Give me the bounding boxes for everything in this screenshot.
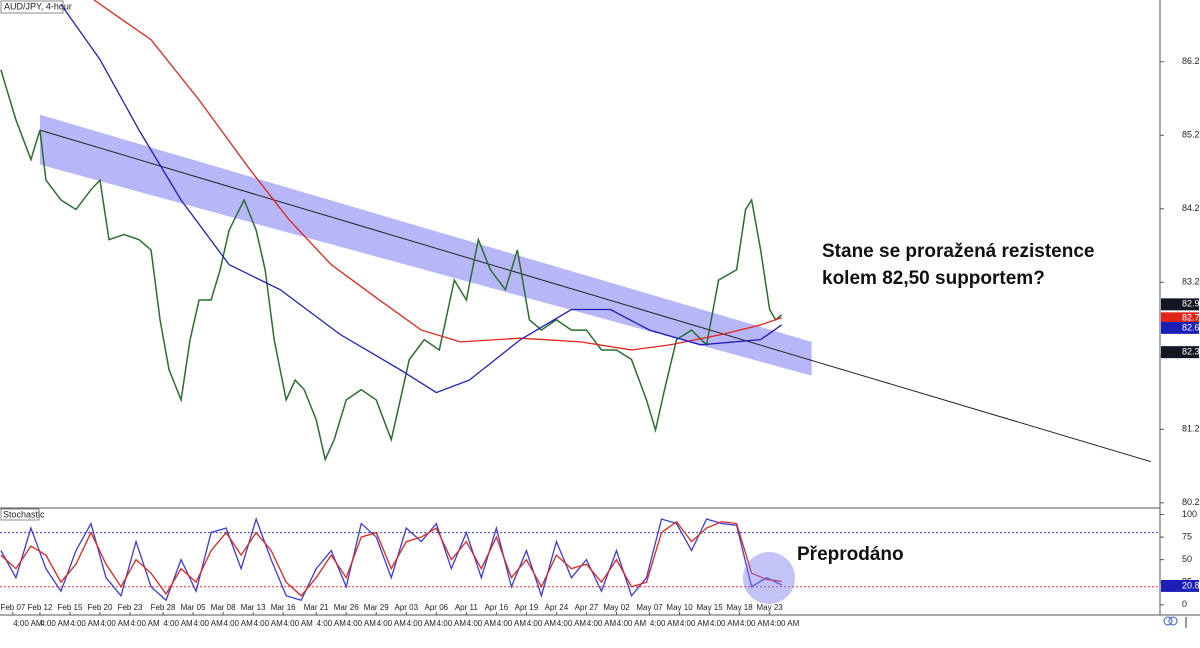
x-time-label: 4:00 AM (587, 619, 617, 628)
price-label: 82.64 (1182, 322, 1200, 332)
x-time-label: 4:00 AM (680, 619, 710, 628)
trendline (39, 129, 1152, 463)
x-time-label: 4:00 AM (253, 619, 283, 628)
x-tick-label: Mar 16 (271, 603, 296, 612)
x-tick-label: Mar 08 (211, 603, 236, 612)
x-tick-label: Feb 23 (118, 603, 143, 612)
settings-icon[interactable] (1163, 616, 1178, 626)
x-tick-label: Feb 15 (58, 603, 83, 612)
price-label: 82.31 (1182, 347, 1200, 357)
indicator-title: Stochastic (3, 509, 45, 519)
y-tick-label: 83.26 (1182, 277, 1200, 287)
y-tick-label: 100 (1182, 509, 1197, 519)
x-tick-label: May 02 (603, 603, 630, 612)
x-time-label: 4:00 AM (740, 619, 770, 628)
title-box (0, 508, 40, 521)
x-tick-label: Apr 24 (545, 603, 569, 612)
series-line (0, 69, 783, 462)
x-tick-label: Feb 28 (151, 603, 176, 612)
x-tick-label: Apr 19 (515, 603, 539, 612)
x-tick-label: Mar 26 (334, 603, 359, 612)
x-time-label: 4:00 AM (317, 619, 347, 628)
x-tick-label: May 15 (696, 603, 723, 612)
x-tick-label: Feb 20 (88, 603, 113, 612)
x-time-label: 4:00 AM (407, 619, 437, 628)
x-time-label: 4:00 AM (497, 619, 527, 628)
x-tick-label: Apr 16 (485, 603, 509, 612)
icon[interactable] (1168, 616, 1178, 626)
y-tick-label: 50 (1182, 554, 1192, 564)
x-tick-label: Apr 27 (575, 603, 599, 612)
y-tick-label: 0 (1182, 599, 1187, 609)
icon[interactable] (1163, 616, 1173, 626)
y-tick-label: 85.26 (1182, 130, 1200, 140)
y-tick-label: 84.26 (1182, 203, 1200, 213)
annotation: kolem 82,50 supportem? (822, 268, 1045, 289)
annotation: Přeprodáno (797, 544, 904, 565)
x-time-label: 4:00 AM (467, 619, 497, 628)
x-tick-label: Feb 12 (27, 603, 52, 612)
x-tick-label: Mar 13 (241, 603, 266, 612)
x-time-label: 4:00 AM (193, 619, 223, 628)
x-time-label: 4:00 AM (13, 619, 43, 628)
x-tick-label: May 23 (757, 603, 784, 612)
annotation: Stane se proražená rezistence (822, 241, 1094, 262)
x-time-label: 4:00 AM (377, 619, 407, 628)
series-line (0, 516, 782, 602)
price-label-box (1161, 312, 1199, 325)
price-label: 20.88 (1182, 580, 1200, 590)
x-time-label: 4:00 AM (437, 619, 467, 628)
price-label-box (1161, 298, 1199, 311)
x-tick-label: May 07 (636, 603, 663, 612)
x-time-label: 4:00 AM (347, 619, 377, 628)
series-line (60, 4, 783, 394)
x-tick-label: Mar 21 (304, 603, 329, 612)
y-tick-label: 86.26 (1182, 56, 1200, 66)
x-time-label: 4:00 AM (130, 619, 160, 628)
y-tick-label: 81.26 (1182, 424, 1200, 434)
highlight-circle (743, 552, 795, 604)
x-tick-label: Mar 05 (181, 603, 206, 612)
x-tick-label: Feb 07 (0, 603, 25, 612)
price-label: 82.77 (1182, 313, 1200, 323)
x-time-label: 4:00 AM (710, 619, 740, 628)
price-label-box (1161, 321, 1199, 334)
x-time-label: 4:00 AM (557, 619, 587, 628)
y-tick-label: 75 (1182, 531, 1192, 541)
x-time-label: 4:00 AM (650, 619, 680, 628)
x-time-label: 4:00 AM (527, 619, 557, 628)
y-tick-label: 80.26 (1182, 497, 1200, 507)
x-time-label: 4:00 AM (100, 619, 130, 628)
x-time-label: 4:00 AM (617, 619, 647, 628)
x-tick-label: May 18 (726, 603, 753, 612)
x-time-label: 4:00 AM (223, 619, 253, 628)
series-line (0, 520, 782, 597)
x-time-label: 4:00 AM (770, 619, 800, 628)
x-tick-label: Apr 03 (394, 603, 418, 612)
x-tick-label: Apr 11 (455, 603, 479, 612)
chart-title: AUD/JPY, 4-hour (4, 1, 72, 11)
x-tick-label: Apr 06 (425, 603, 449, 612)
x-time-label: 4:00 AM (40, 619, 70, 628)
x-tick-label: May 10 (666, 603, 693, 612)
x-time-label: 4:00 AM (70, 619, 100, 628)
price-label-box (1161, 346, 1199, 359)
series-line (93, 0, 782, 351)
x-tick-label: Mar 29 (364, 603, 389, 612)
x-time-label: 4:00 AM (283, 619, 313, 628)
x-time-label: 4:00 AM (163, 619, 193, 628)
price-label: 82.96 (1182, 299, 1200, 309)
price-label-box (1161, 579, 1199, 592)
